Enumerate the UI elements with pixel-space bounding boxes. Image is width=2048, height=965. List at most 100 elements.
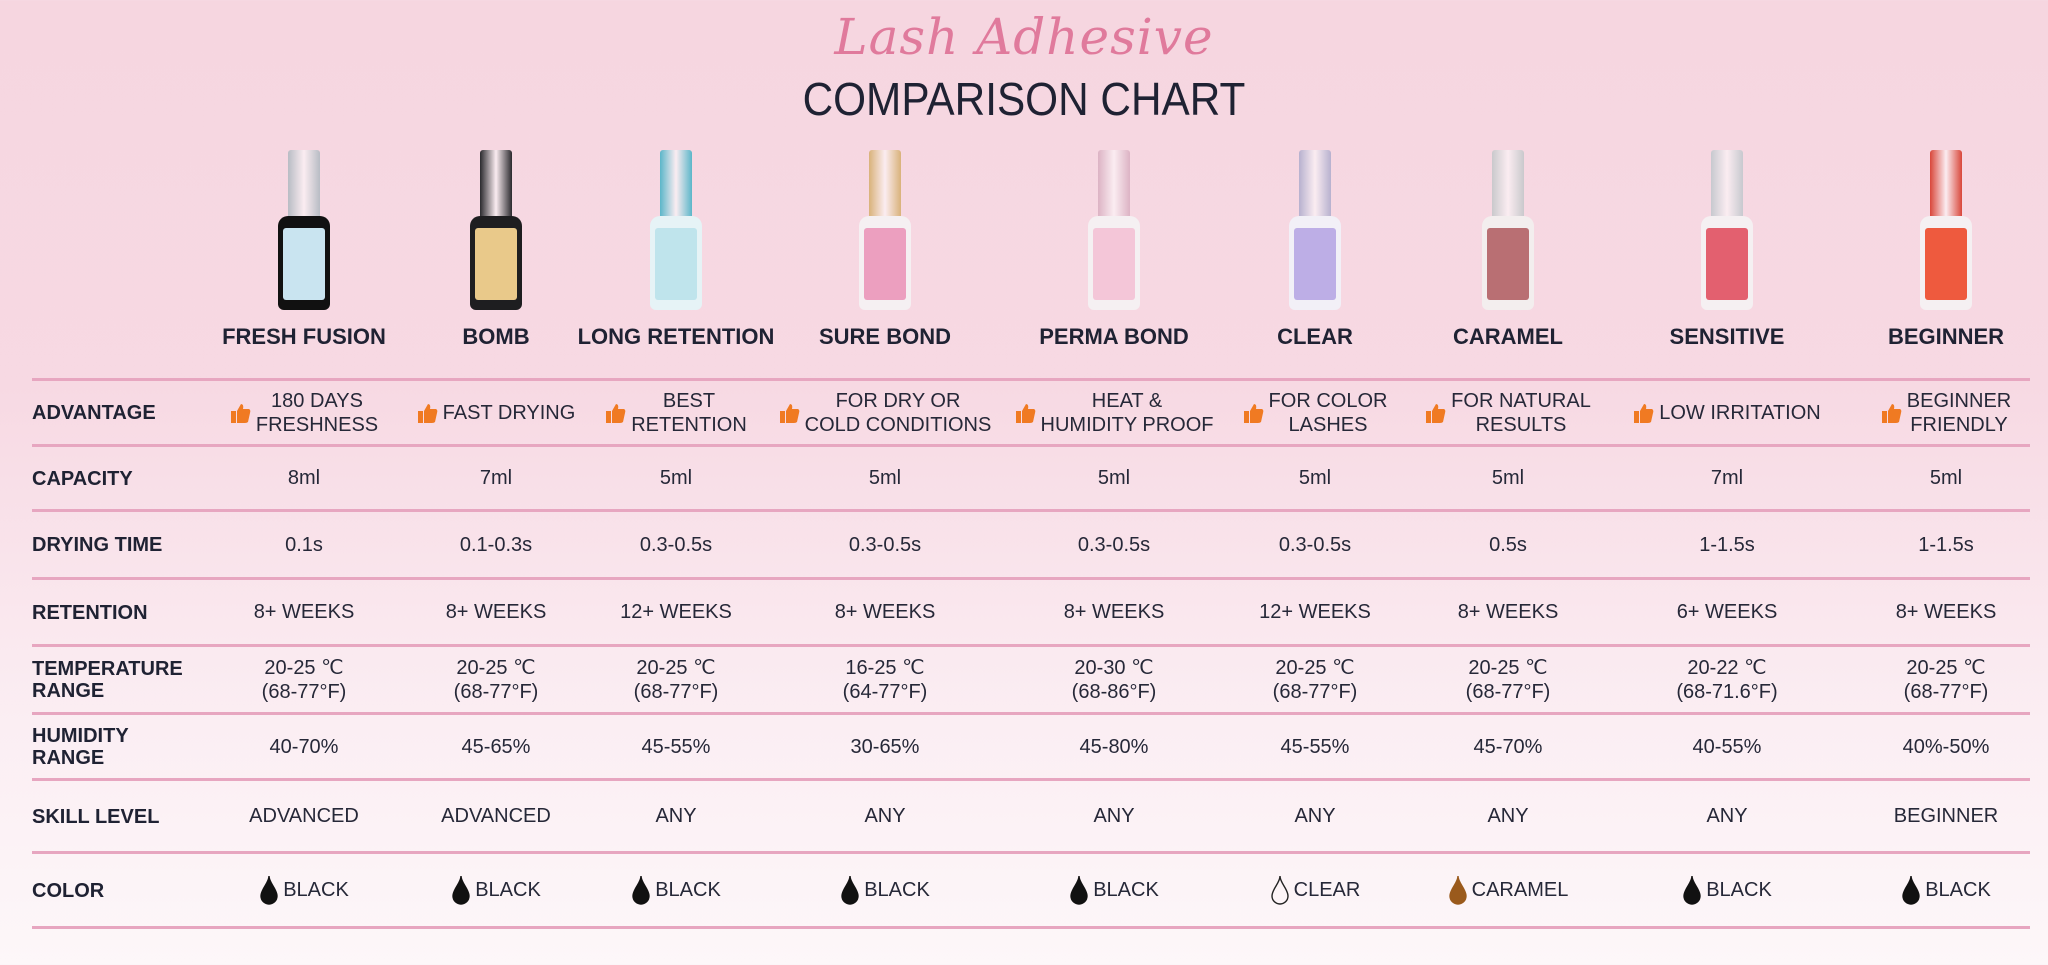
table-cell: ANY bbox=[1607, 781, 1847, 851]
drop-icon bbox=[1070, 875, 1088, 905]
product-bottle-image bbox=[1478, 150, 1538, 310]
cell-line: (68-77°F) bbox=[1465, 680, 1551, 703]
table-cell: CARAMEL bbox=[1388, 854, 1628, 926]
cell-line: 1-1.5s bbox=[1918, 533, 1974, 556]
product-bottle-image bbox=[274, 150, 334, 310]
cell-line: 1-1.5s bbox=[1699, 533, 1755, 556]
cell-text: 5ml bbox=[660, 466, 692, 490]
table-cell: 0.1s bbox=[184, 512, 424, 577]
cell-line: ADVANCED bbox=[249, 805, 359, 827]
table-cell: 8+ WEEKS bbox=[994, 580, 1234, 644]
cell-text: 20-22 ℃ (68-71.6°F) bbox=[1676, 656, 1777, 704]
cell-line: COLD CONDITIONS bbox=[804, 413, 992, 436]
cell-line: 8+ WEEKS bbox=[1895, 601, 1997, 623]
cell-text: 8+ WEEKS bbox=[1458, 600, 1559, 624]
cell-text: 45-80% bbox=[1080, 735, 1149, 759]
cell-text: BLACK bbox=[475, 878, 541, 902]
cell-line: (68-77°F) bbox=[633, 680, 719, 703]
cell-line: FRESHNESS bbox=[255, 413, 379, 436]
table-cell: CLEAR bbox=[1195, 854, 1435, 926]
cell-text: 8+ WEEKS bbox=[1896, 600, 1997, 624]
cell-text: 0.3-0.5s bbox=[849, 533, 921, 557]
row-divider bbox=[32, 778, 2030, 781]
table-cell: 12+ WEEKS bbox=[556, 580, 796, 644]
cell-text: 45-55% bbox=[1281, 735, 1350, 759]
table-cell: 1-1.5s bbox=[1826, 512, 2048, 577]
row-label-line: RANGE bbox=[32, 680, 105, 702]
cell-text: 5ml bbox=[869, 466, 901, 490]
cell-line: 0.3-0.5s bbox=[848, 533, 922, 556]
table-cell: FOR NATURAL RESULTS bbox=[1388, 381, 1628, 444]
drop-icon bbox=[841, 875, 859, 905]
cell-line: HUMIDITY PROOF bbox=[1040, 413, 1214, 436]
drop-icon bbox=[452, 875, 470, 905]
row-label: TEMPERATURE RANGE bbox=[32, 658, 183, 702]
cell-text: 20-25 ℃ (68-77°F) bbox=[1904, 656, 1989, 704]
cell-line: 45-55% bbox=[641, 735, 711, 758]
table-cell: BLACK bbox=[376, 854, 616, 926]
cell-text: 0.3-0.5s bbox=[1279, 533, 1351, 557]
cell-line: 45-70% bbox=[1473, 735, 1543, 758]
cell-line: 20-25 ℃ bbox=[1468, 656, 1548, 679]
cell-line: (68-77°F) bbox=[1903, 680, 1989, 703]
drop-icon bbox=[1683, 875, 1701, 905]
cell-line: CLEAR bbox=[1293, 879, 1361, 901]
cell-line: FOR DRY OR bbox=[835, 389, 961, 412]
cell-text: ANY bbox=[864, 804, 905, 828]
cell-line: 5ml bbox=[1491, 467, 1525, 489]
cell-text: LOW IRRITATION bbox=[1659, 401, 1820, 425]
table-cell: 180 DAYS FRESHNESS bbox=[184, 381, 424, 444]
table-cell: 20-25 ℃ (68-77°F) bbox=[376, 647, 616, 712]
cell-line: ANY bbox=[864, 805, 906, 827]
cell-line: BLACK bbox=[864, 879, 930, 901]
cell-text: 8+ WEEKS bbox=[1064, 600, 1165, 624]
cell-line: 45-65% bbox=[461, 735, 531, 758]
table-cell: 5ml bbox=[556, 447, 796, 509]
cell-line: 20-25 ℃ bbox=[636, 656, 716, 679]
row-label-line: TEMPERATURE bbox=[32, 658, 183, 680]
thumbs-up-icon bbox=[417, 403, 438, 423]
cell-line: ANY bbox=[1294, 805, 1336, 827]
cell-text: 16-25 ℃ (64-77°F) bbox=[843, 656, 928, 704]
table-cell: FOR DRY OR COLD CONDITIONS bbox=[765, 381, 1005, 444]
row-divider bbox=[32, 712, 2030, 715]
table-cell: 20-30 ℃ (68-86°F) bbox=[994, 647, 1234, 712]
row-label: ADVANTAGE bbox=[32, 402, 156, 424]
thumbs-up-icon bbox=[230, 403, 251, 423]
row-divider bbox=[32, 577, 2030, 580]
row-divider bbox=[32, 444, 2030, 447]
cell-text: 40%-50% bbox=[1903, 735, 1990, 759]
cell-text: 1-1.5s bbox=[1699, 533, 1755, 557]
cell-line: 12+ WEEKS bbox=[620, 601, 732, 623]
table-cell: 0.5s bbox=[1388, 512, 1628, 577]
cell-line: ANY bbox=[1706, 805, 1748, 827]
drop-icon bbox=[260, 875, 278, 905]
table-cell: ADVANCED bbox=[184, 781, 424, 851]
cell-text: 20-25 ℃ (68-77°F) bbox=[1273, 656, 1358, 704]
cell-line: 45-55% bbox=[1280, 735, 1350, 758]
product-name: CLEAR bbox=[1277, 324, 1353, 349]
row-divider bbox=[32, 926, 2030, 929]
cell-text: 5ml bbox=[1098, 466, 1130, 490]
table-cell: 8+ WEEKS bbox=[1388, 580, 1628, 644]
cell-text: BLACK bbox=[283, 878, 349, 902]
table-cell: 5ml bbox=[994, 447, 1234, 509]
cell-line: 20-30 ℃ bbox=[1074, 656, 1154, 679]
cell-line: 0.3-0.5s bbox=[1278, 533, 1352, 556]
cell-line: BEGINNER bbox=[1906, 389, 2012, 412]
table-cell: 8ml bbox=[184, 447, 424, 509]
table-cell: ADVANCED bbox=[376, 781, 616, 851]
thumbs-up-icon bbox=[1634, 403, 1654, 423]
table-cell: 20-25 ℃ (68-77°F) bbox=[1826, 647, 2048, 712]
cell-text: BEST RETENTION bbox=[631, 389, 747, 437]
table-cell: 30-65% bbox=[765, 715, 1005, 778]
table-cell: 20-25 ℃ (68-77°F) bbox=[184, 647, 424, 712]
cell-line: 0.3-0.5s bbox=[639, 533, 713, 556]
drop-icon bbox=[1448, 875, 1467, 905]
cell-line: 12+ WEEKS bbox=[1259, 601, 1371, 623]
row-label: DRYING TIME bbox=[32, 534, 162, 556]
table-cell: BLACK bbox=[994, 854, 1234, 926]
cell-line: 20-25 ℃ bbox=[264, 656, 344, 679]
row-label-line: CAPACITY bbox=[32, 467, 133, 490]
table-cell: HEAT & HUMIDITY PROOF bbox=[994, 381, 1234, 444]
